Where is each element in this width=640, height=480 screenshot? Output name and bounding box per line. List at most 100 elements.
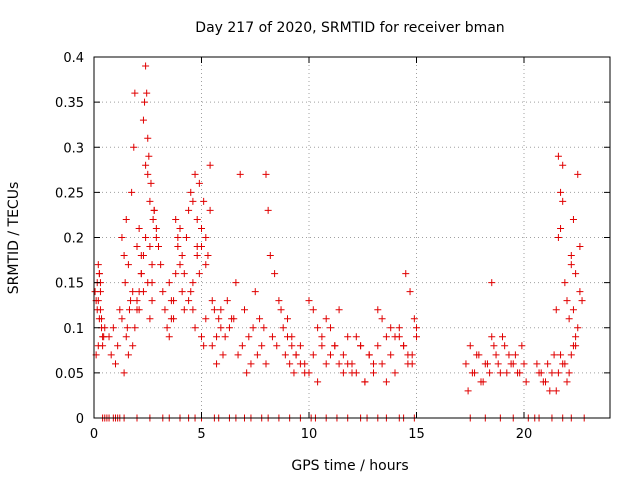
data-point — [374, 342, 382, 350]
data-point — [496, 369, 504, 377]
data-point — [279, 324, 287, 332]
data-point — [120, 252, 128, 260]
x-tick-label: 5 — [197, 427, 205, 442]
data-point — [182, 234, 190, 241]
axis-ticks — [93, 56, 610, 419]
data-point — [557, 351, 565, 359]
data-point — [150, 206, 158, 214]
data-point — [275, 297, 283, 305]
data-point — [139, 116, 147, 124]
data-point — [554, 369, 562, 377]
data-point — [268, 333, 276, 341]
data-point — [217, 324, 225, 332]
data-point — [163, 324, 171, 332]
data-point — [125, 306, 133, 314]
data-point — [165, 333, 173, 341]
data-point — [189, 279, 197, 287]
data-point — [413, 333, 420, 341]
data-point — [550, 351, 558, 359]
data-point — [314, 378, 322, 386]
data-point — [378, 360, 386, 368]
data-point — [548, 369, 556, 377]
data-point — [492, 351, 500, 359]
data-point — [137, 270, 145, 278]
data-point — [198, 333, 205, 341]
data-point — [339, 351, 347, 359]
data-point — [142, 62, 150, 70]
data-point — [95, 315, 103, 323]
x-tick-label: 0 — [90, 427, 98, 442]
y-tick-label: 0.25 — [55, 186, 84, 201]
data-point — [499, 333, 506, 341]
data-point — [370, 360, 377, 368]
data-point — [535, 369, 543, 377]
data-point — [511, 351, 519, 359]
data-point — [522, 378, 530, 386]
data-point — [217, 306, 225, 314]
data-point — [146, 197, 154, 205]
data-point — [198, 224, 205, 232]
data-point — [176, 261, 184, 269]
data-point — [406, 288, 414, 296]
data-point — [99, 333, 107, 341]
data-point — [208, 342, 216, 350]
data-point — [569, 306, 577, 314]
data-point — [365, 351, 373, 359]
data-point — [178, 288, 186, 296]
data-point — [245, 333, 253, 341]
data-point — [567, 261, 575, 269]
data-point — [327, 324, 334, 332]
data-point — [554, 152, 562, 160]
data-point — [567, 252, 575, 260]
data-point — [382, 333, 390, 341]
data-point — [256, 315, 264, 323]
data-point — [557, 224, 565, 232]
data-point — [578, 297, 586, 305]
x-axis-title: GPS time / hours — [291, 458, 408, 474]
data-point — [494, 360, 502, 368]
data-point — [142, 234, 150, 241]
data-point — [243, 369, 251, 377]
data-point — [574, 170, 582, 178]
data-point — [176, 224, 184, 232]
data-point — [191, 324, 199, 332]
data-point — [114, 342, 122, 350]
data-point — [565, 315, 573, 323]
data-point — [309, 306, 317, 314]
data-point — [361, 378, 369, 386]
data-point — [574, 324, 582, 332]
data-point — [264, 206, 272, 214]
x-tick-label: 10 — [301, 427, 318, 442]
data-point — [565, 369, 573, 377]
y-tick-label: 0.35 — [55, 96, 84, 111]
data-point — [185, 206, 193, 214]
data-point — [318, 342, 326, 350]
data-point — [290, 369, 298, 377]
data-point — [488, 279, 496, 287]
data-point — [576, 288, 584, 296]
data-point — [118, 234, 126, 241]
data-point — [507, 360, 515, 368]
data-point — [395, 324, 403, 332]
data-point — [563, 297, 571, 305]
data-point — [172, 270, 180, 278]
data-point — [195, 270, 203, 278]
data-point — [266, 252, 274, 260]
data-point — [135, 288, 143, 296]
data-point — [490, 342, 498, 350]
y-tick-label: 0.2 — [63, 232, 84, 247]
data-point — [520, 360, 528, 368]
data-point — [335, 306, 343, 314]
data-point — [105, 333, 113, 341]
data-point — [193, 243, 201, 251]
data-point — [288, 342, 296, 350]
data-point — [202, 315, 210, 323]
data-point — [148, 261, 156, 269]
data-point — [533, 360, 541, 368]
data-point — [501, 342, 509, 350]
x-tick-label: 15 — [408, 427, 425, 442]
data-point — [262, 360, 270, 368]
data-point — [477, 378, 485, 386]
data-point — [94, 297, 102, 305]
